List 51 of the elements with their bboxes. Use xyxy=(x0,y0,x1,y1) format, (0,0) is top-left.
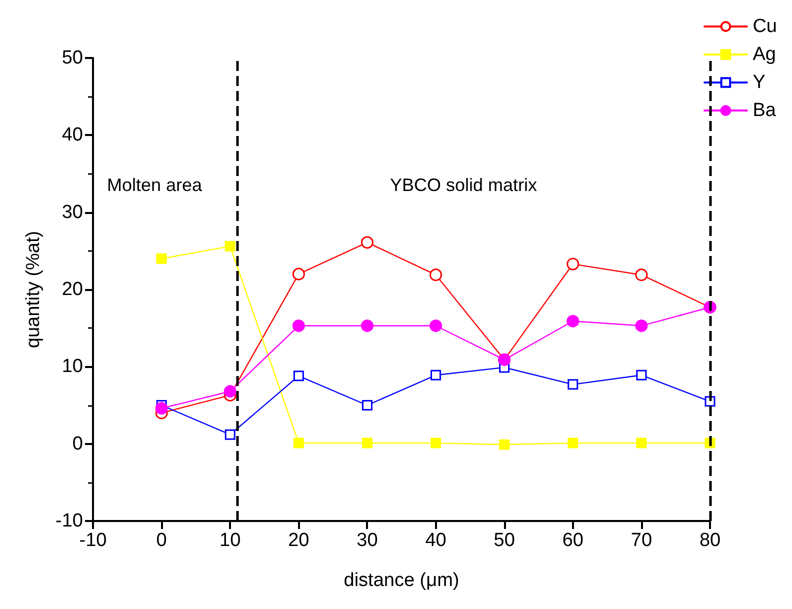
point xyxy=(430,268,442,282)
x-tick-label: 0 xyxy=(156,530,167,551)
point xyxy=(566,258,580,270)
point xyxy=(430,438,442,448)
point xyxy=(568,438,578,448)
point xyxy=(636,438,647,448)
point xyxy=(430,320,442,332)
x-axis-title: distance (μm) xyxy=(344,570,460,591)
x-tick-label: 60 xyxy=(562,530,584,551)
legend-label: Ag xyxy=(752,44,776,65)
point xyxy=(292,320,305,332)
y-tick-label: 10 xyxy=(62,356,83,378)
point xyxy=(568,379,578,390)
x-tick-label: 10 xyxy=(220,530,241,551)
point xyxy=(293,370,304,382)
legend-label: Y xyxy=(752,72,766,93)
legend-label: Cu xyxy=(752,16,778,37)
point xyxy=(635,268,648,282)
point xyxy=(362,438,372,448)
annotation: YBCO solid matrix xyxy=(390,175,538,195)
x-tick-label: 20 xyxy=(288,530,310,551)
y-tick-label: 30 xyxy=(62,202,83,223)
point xyxy=(635,320,648,332)
x-tick-label: 30 xyxy=(356,530,378,551)
point xyxy=(360,236,374,249)
annotation: Molten area xyxy=(107,175,204,195)
point xyxy=(292,268,305,280)
point xyxy=(155,402,168,415)
point xyxy=(224,241,236,252)
x-tick-label: 80 xyxy=(699,530,721,551)
y-tick-label: -10 xyxy=(56,510,83,532)
y-tick-label: 40 xyxy=(62,124,83,146)
y-axis-title: quantity (%at) xyxy=(23,230,44,348)
x-tick-label: 70 xyxy=(630,530,652,551)
x-tick-label: -10 xyxy=(79,530,107,551)
y-tick-label: 50 xyxy=(62,48,83,68)
point xyxy=(430,370,442,380)
point xyxy=(566,314,580,328)
point xyxy=(636,370,647,380)
y-tick-label: 0 xyxy=(72,433,83,454)
point xyxy=(360,320,374,332)
x-tick-label: 40 xyxy=(425,530,446,551)
legend-label: Ba xyxy=(752,100,776,121)
point xyxy=(224,429,236,440)
point xyxy=(293,438,304,448)
y-tick-label: 20 xyxy=(62,279,83,300)
point xyxy=(224,385,236,398)
point xyxy=(362,400,372,410)
x-tick-label: 50 xyxy=(494,530,515,551)
point xyxy=(499,439,510,450)
point xyxy=(156,253,167,264)
